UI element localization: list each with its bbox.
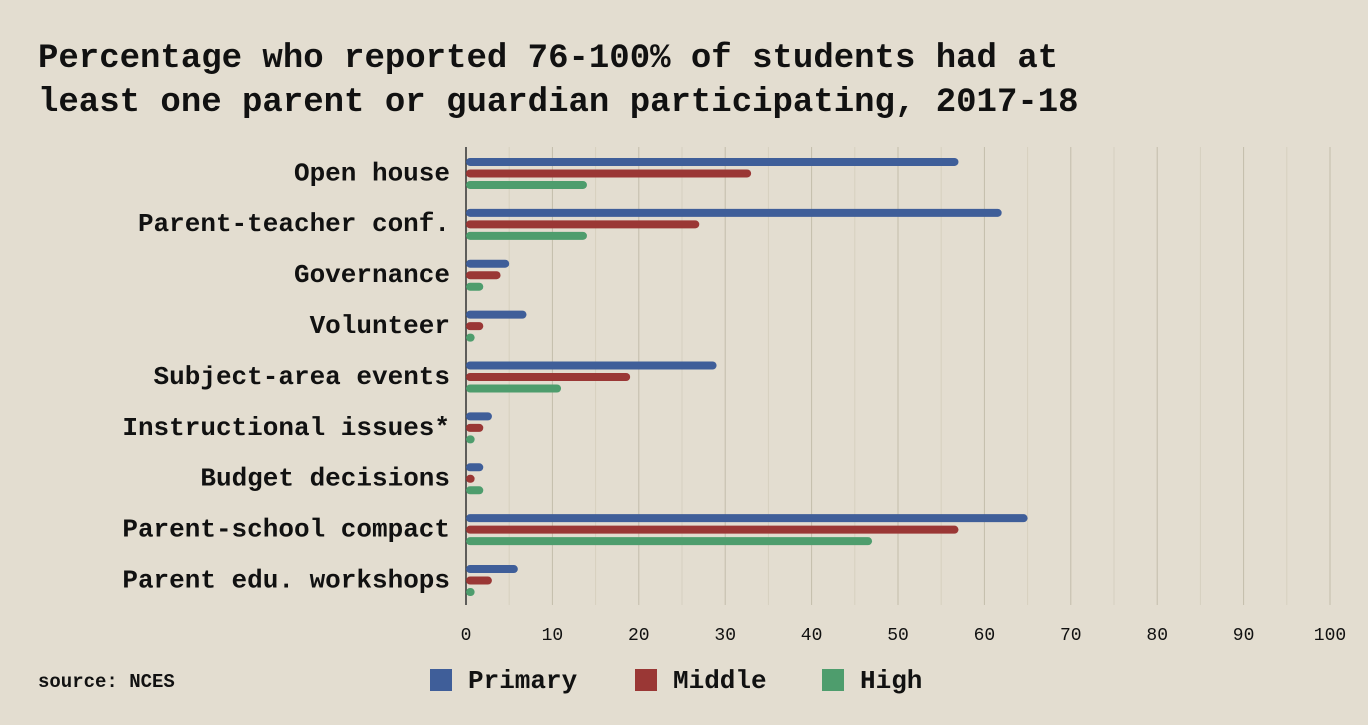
bar (466, 220, 700, 229)
bar (466, 435, 475, 444)
bar (466, 525, 959, 534)
bar (466, 271, 501, 280)
bar (466, 565, 518, 574)
y-tick-label: Parent edu. workshops (122, 565, 450, 595)
bar (466, 231, 587, 240)
bar (466, 282, 484, 291)
legend-label: High (860, 666, 922, 696)
legend-label: Middle (673, 666, 767, 696)
bar (466, 474, 475, 483)
bar (466, 412, 492, 421)
bar (466, 208, 1002, 217)
x-tick-label: 100 (1314, 626, 1346, 646)
y-tick-label: Subject-area events (154, 362, 450, 392)
bar (466, 463, 484, 472)
y-tick-label: Volunteer (310, 311, 450, 341)
chart-title: least one parent or guardian participati… (38, 84, 1079, 122)
bar (466, 310, 527, 319)
bar (466, 373, 631, 381)
x-tick-label: 90 (1233, 626, 1255, 646)
legend-label: Primary (468, 666, 578, 696)
bar (466, 423, 484, 432)
bar (466, 259, 510, 268)
bar (466, 537, 873, 546)
y-tick-label: Parent-school compact (122, 515, 450, 545)
y-tick-label: Budget decisions (200, 464, 450, 494)
x-tick-label: 70 (1060, 626, 1082, 646)
bar (466, 169, 752, 178)
bar (466, 576, 492, 585)
bar (466, 384, 562, 393)
y-tick-label: Parent-teacher conf. (138, 209, 450, 239)
x-tick-label: 10 (542, 626, 564, 646)
x-tick-label: 50 (887, 626, 909, 646)
bar (466, 333, 475, 342)
bar (466, 180, 587, 189)
legend-swatch (635, 669, 657, 691)
legend-swatch (822, 669, 844, 691)
x-tick-label: 20 (628, 626, 650, 646)
y-tick-label: Open house (294, 158, 450, 188)
x-tick-label: 0 (461, 626, 472, 646)
x-tick-label: 40 (801, 626, 823, 646)
bar (466, 486, 484, 495)
legend-swatch (430, 669, 452, 691)
x-tick-label: 60 (974, 626, 996, 646)
bar (466, 157, 959, 166)
bar (466, 514, 1028, 523)
x-tick-label: 80 (1146, 626, 1168, 646)
bar (466, 361, 717, 370)
source-note: source: NCES (38, 671, 175, 693)
x-tick-label: 30 (714, 626, 736, 646)
bar (466, 322, 484, 331)
bar (466, 588, 475, 597)
y-tick-label: Governance (294, 260, 450, 290)
chart-title: Percentage who reported 76-100% of stude… (38, 40, 1058, 78)
y-tick-label: Instructional issues* (122, 413, 450, 443)
